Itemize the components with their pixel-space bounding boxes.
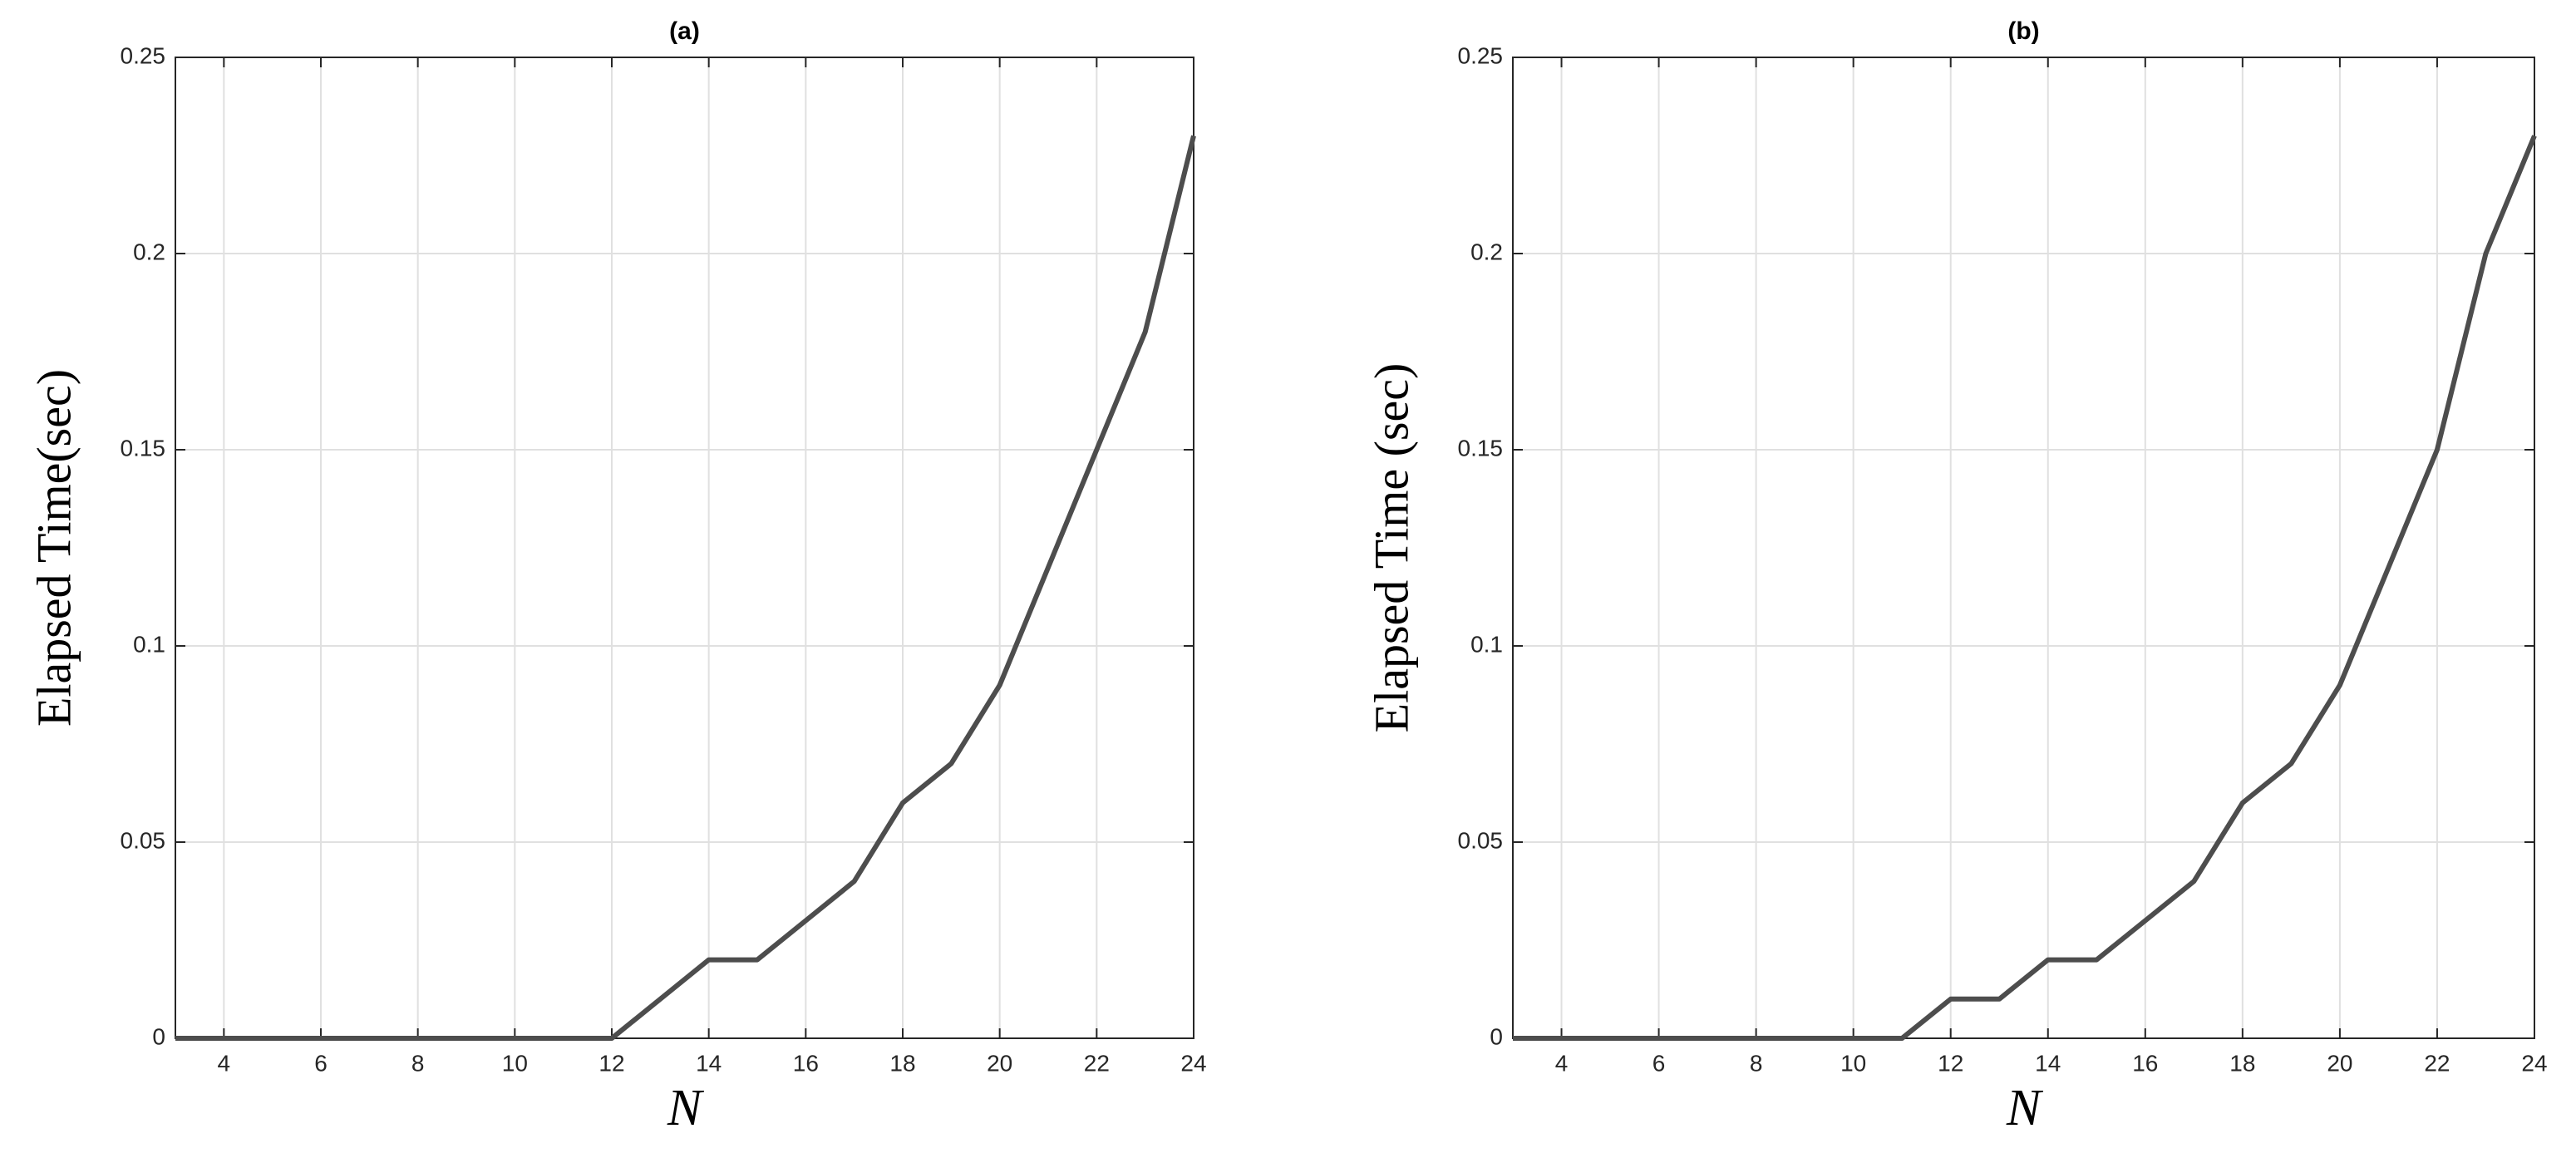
- data-line: [1513, 135, 2537, 1041]
- y-tick-label: 0: [152, 1023, 165, 1049]
- chart-title: (a): [669, 17, 700, 45]
- x-axis-label: N: [667, 1080, 705, 1136]
- y-axis-label: Elapsed Time (sec): [1364, 363, 1418, 733]
- y-tick-label: 0.25: [1458, 42, 1504, 68]
- x-tick-label: 22: [1084, 1050, 1110, 1076]
- y-tick-label: 0.15: [1458, 435, 1504, 461]
- axes-box: [175, 57, 1194, 1039]
- y-axis-label: Elapsed Time(sec): [27, 369, 81, 727]
- x-tick-label: 18: [2229, 1050, 2255, 1076]
- x-tick-label: 16: [2132, 1050, 2158, 1076]
- chart-panel: 4 6 8 10 12 14 16 18 20 22 24 0 0.05 0.1 0.15 0.2 0.25 (b…: [1364, 17, 2547, 1136]
- x-tick-label: 12: [598, 1050, 624, 1076]
- y-tick-label: 0.25: [121, 42, 166, 68]
- x-tick-label: 12: [1938, 1050, 1963, 1076]
- y-tick-label: 0.05: [121, 827, 166, 853]
- x-tick-label: 4: [1555, 1050, 1569, 1076]
- x-tick-label: 22: [2424, 1050, 2450, 1076]
- x-tick-label: 24: [1180, 1050, 1206, 1076]
- x-tick-label: 8: [411, 1050, 425, 1076]
- x-tick-label: 14: [696, 1050, 722, 1076]
- y-tick-label: 0.15: [121, 435, 166, 461]
- x-tick-label: 20: [2327, 1050, 2352, 1076]
- y-tick-label: 0: [1490, 1023, 1503, 1049]
- x-tick-label: 18: [889, 1050, 915, 1076]
- x-tick-label: 6: [1652, 1050, 1666, 1076]
- x-axis-label: N: [2006, 1080, 2044, 1136]
- y-tick-label: 0.05: [1458, 827, 1504, 853]
- y-tick-label: 0.2: [133, 239, 165, 264]
- x-tick-label: 24: [2521, 1050, 2547, 1076]
- x-tick-label: 6: [314, 1050, 328, 1076]
- axes-box: [1512, 57, 2535, 1039]
- x-tick-label: 10: [502, 1050, 528, 1076]
- x-tick-label: 14: [2035, 1050, 2061, 1076]
- x-tick-label: 10: [1840, 1050, 1866, 1076]
- x-tick-label: 4: [218, 1050, 231, 1076]
- y-tick-label: 0.1: [133, 631, 165, 657]
- y-tick-label: 0.1: [1470, 631, 1503, 657]
- x-tick-label: 8: [1750, 1050, 1763, 1076]
- data-line: [175, 135, 1196, 1041]
- chart-panel: 4 6 8 10 12 14 16 18 20 22 24 0 0.05 0.1 0.15 0.2 0.25 (a…: [27, 17, 1206, 1136]
- y-tick-label: 0.2: [1470, 239, 1503, 264]
- x-tick-label: 20: [987, 1050, 1012, 1076]
- chart-title: (b): [2007, 17, 2039, 45]
- x-tick-label: 16: [793, 1050, 819, 1076]
